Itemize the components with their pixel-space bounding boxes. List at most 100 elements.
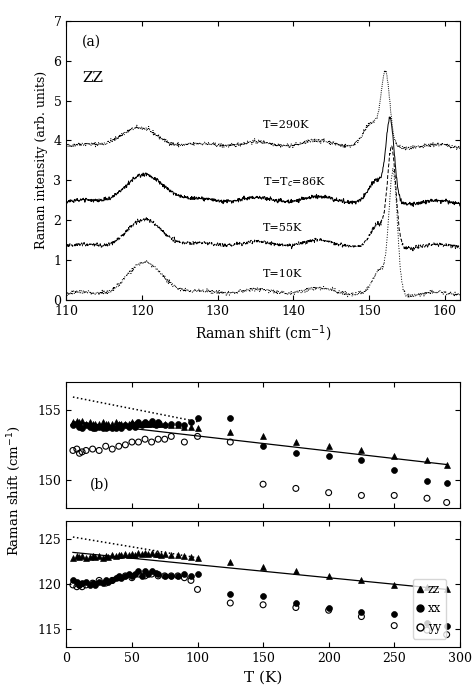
Point — [105, 421, 112, 432]
Point — [138, 418, 146, 429]
Point — [391, 490, 398, 501]
Point — [227, 413, 234, 424]
Point — [115, 441, 123, 452]
Point — [102, 418, 109, 429]
Point — [325, 487, 332, 498]
Point — [112, 422, 120, 434]
Point — [109, 443, 116, 454]
Point — [115, 550, 123, 561]
Point — [102, 578, 109, 589]
Point — [443, 620, 450, 631]
Point — [91, 579, 99, 590]
Point — [141, 570, 149, 581]
Point — [181, 420, 188, 431]
Point — [181, 569, 188, 580]
Point — [73, 418, 81, 429]
Point — [128, 570, 136, 581]
Point — [167, 570, 175, 581]
Point — [69, 575, 77, 586]
Point — [174, 418, 182, 429]
Point — [115, 570, 123, 581]
Point — [259, 479, 267, 490]
Point — [155, 434, 162, 445]
Point — [121, 439, 129, 450]
Point — [167, 431, 175, 442]
Point — [73, 581, 81, 592]
Point — [135, 569, 142, 580]
Point — [148, 569, 155, 580]
Point — [144, 569, 152, 580]
Point — [155, 569, 162, 580]
Point — [161, 548, 168, 560]
Point — [148, 566, 155, 577]
Point — [128, 572, 136, 583]
Point — [141, 417, 149, 428]
Point — [443, 459, 450, 470]
Point — [443, 629, 450, 640]
Point — [157, 418, 164, 429]
Point — [443, 584, 450, 595]
Point — [69, 579, 77, 590]
Point — [443, 477, 450, 489]
Point — [292, 602, 300, 613]
Point — [95, 445, 103, 456]
Point — [155, 548, 162, 560]
Point — [131, 550, 138, 561]
Point — [126, 418, 133, 429]
Point — [152, 418, 159, 429]
Point — [126, 421, 133, 432]
Point — [138, 420, 146, 431]
Point — [118, 418, 125, 429]
Point — [109, 575, 116, 586]
Point — [357, 445, 365, 456]
Point — [391, 450, 398, 461]
Point — [89, 443, 96, 454]
Point — [423, 624, 431, 635]
Point — [131, 418, 138, 429]
Point — [91, 418, 99, 429]
Point — [82, 577, 90, 588]
Point — [99, 417, 107, 428]
Point — [141, 548, 149, 559]
Point — [109, 418, 116, 429]
Point — [161, 570, 168, 581]
Point — [259, 590, 267, 601]
Point — [109, 550, 116, 561]
Point — [73, 443, 81, 454]
Point — [69, 552, 77, 563]
Text: T=55K: T=55K — [263, 223, 302, 233]
Point — [391, 608, 398, 619]
X-axis label: Raman shift (cm$^{-1}$): Raman shift (cm$^{-1}$) — [195, 323, 331, 344]
Point — [194, 569, 201, 580]
Point — [86, 421, 94, 432]
Point — [141, 418, 149, 429]
Point — [148, 436, 155, 448]
Point — [118, 550, 125, 561]
Point — [73, 577, 81, 588]
Point — [227, 436, 234, 448]
Point — [86, 417, 94, 428]
Point — [78, 416, 86, 427]
Point — [86, 579, 94, 590]
Point — [89, 418, 96, 429]
Point — [112, 551, 120, 562]
Point — [82, 420, 90, 431]
Point — [102, 551, 109, 562]
Point — [357, 611, 365, 622]
Point — [292, 566, 300, 577]
Point — [443, 497, 450, 508]
Point — [121, 418, 129, 429]
Point — [292, 448, 300, 459]
Point — [73, 416, 81, 427]
Point — [259, 561, 267, 572]
Point — [89, 551, 96, 562]
Point — [118, 572, 125, 583]
Point — [325, 605, 332, 616]
Point — [78, 422, 86, 434]
Text: T=290K: T=290K — [263, 120, 310, 129]
Point — [292, 483, 300, 494]
Point — [292, 597, 300, 608]
Point — [194, 413, 201, 424]
Point — [78, 578, 86, 589]
Point — [423, 454, 431, 466]
